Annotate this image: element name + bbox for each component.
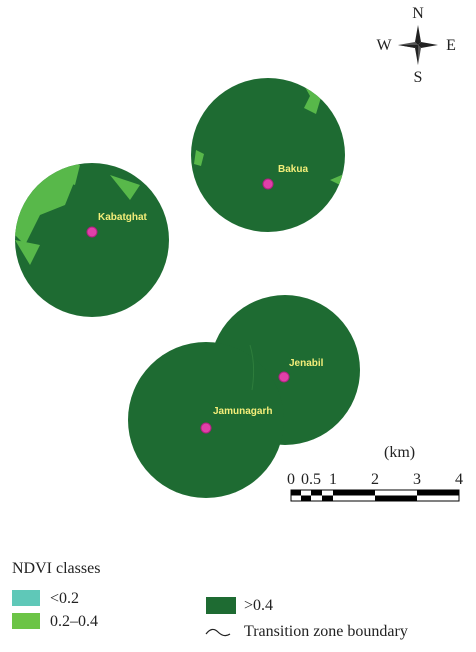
scale-bar [291, 490, 459, 501]
scale-tick: 2 [371, 471, 379, 488]
zone-circle [191, 78, 345, 232]
legend-label: Transition zone boundary [244, 623, 408, 640]
legend-label: >0.4 [244, 597, 273, 614]
compass-n: N [412, 5, 424, 22]
scale-tick: 0 [287, 471, 295, 488]
compass: N W E S [376, 5, 455, 86]
legend-line [206, 629, 230, 635]
legend-swatch [12, 613, 40, 629]
place-label: Kabatghat [98, 212, 148, 223]
scale-unit: (km) [384, 444, 415, 461]
legend-title: NDVI classes [12, 560, 100, 577]
site-dot [201, 423, 211, 433]
compass-e: E [446, 37, 456, 54]
place-label: Bakua [278, 164, 308, 175]
site-dot [279, 372, 289, 382]
scale-tick: 4 [455, 471, 463, 488]
scale-tick: 1 [329, 471, 337, 488]
zone-circle [128, 342, 284, 498]
legend-swatch [206, 597, 236, 614]
legend-label: 0.2–0.4 [50, 613, 98, 630]
scale-tick: 0.5 [301, 471, 321, 488]
place-label: Jamunagarh [213, 406, 272, 417]
legend-swatch [12, 590, 40, 606]
legend-label: <0.2 [50, 590, 79, 607]
compass-s: S [414, 69, 423, 86]
compass-w: W [376, 37, 392, 54]
site-dot [87, 227, 97, 237]
map: N W E S Bakua Kabatghat Jenabil Jamunaga… [0, 0, 476, 652]
site-dot [263, 179, 273, 189]
place-label: Jenabil [289, 358, 324, 369]
scale-tick: 3 [413, 471, 421, 488]
